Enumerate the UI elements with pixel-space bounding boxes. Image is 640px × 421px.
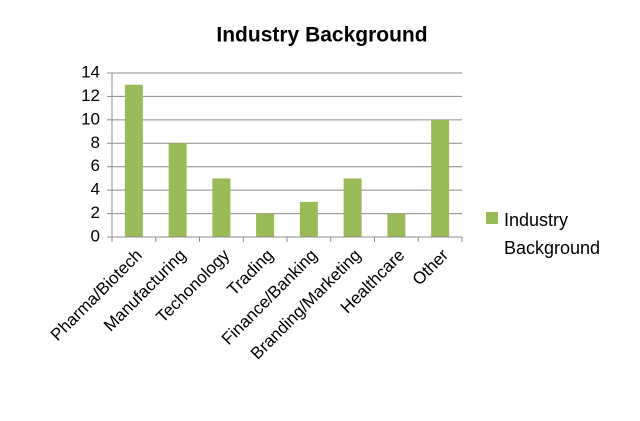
y-tick-label: 8 [91,133,100,152]
legend-label: Industry Background [504,210,601,258]
bar [431,119,450,237]
x-tick-label: Other [409,245,453,289]
bar [343,178,362,237]
y-tick-label: 4 [91,180,100,199]
chart-title: Industry Background [216,24,427,47]
legend-swatch [486,212,498,224]
bar [212,178,231,237]
y-tick-label: 12 [81,86,100,105]
y-tick-label: 2 [91,203,100,222]
y-tick-label: 0 [91,226,100,245]
bar [387,213,406,237]
y-tick-label: 14 [81,62,100,81]
legend: Industry Background [486,206,626,262]
bar [168,143,187,237]
y-tick-label: 6 [91,156,100,175]
bar [256,213,275,237]
bar [299,201,318,237]
y-tick-label: 10 [81,109,100,128]
bar [124,84,143,237]
